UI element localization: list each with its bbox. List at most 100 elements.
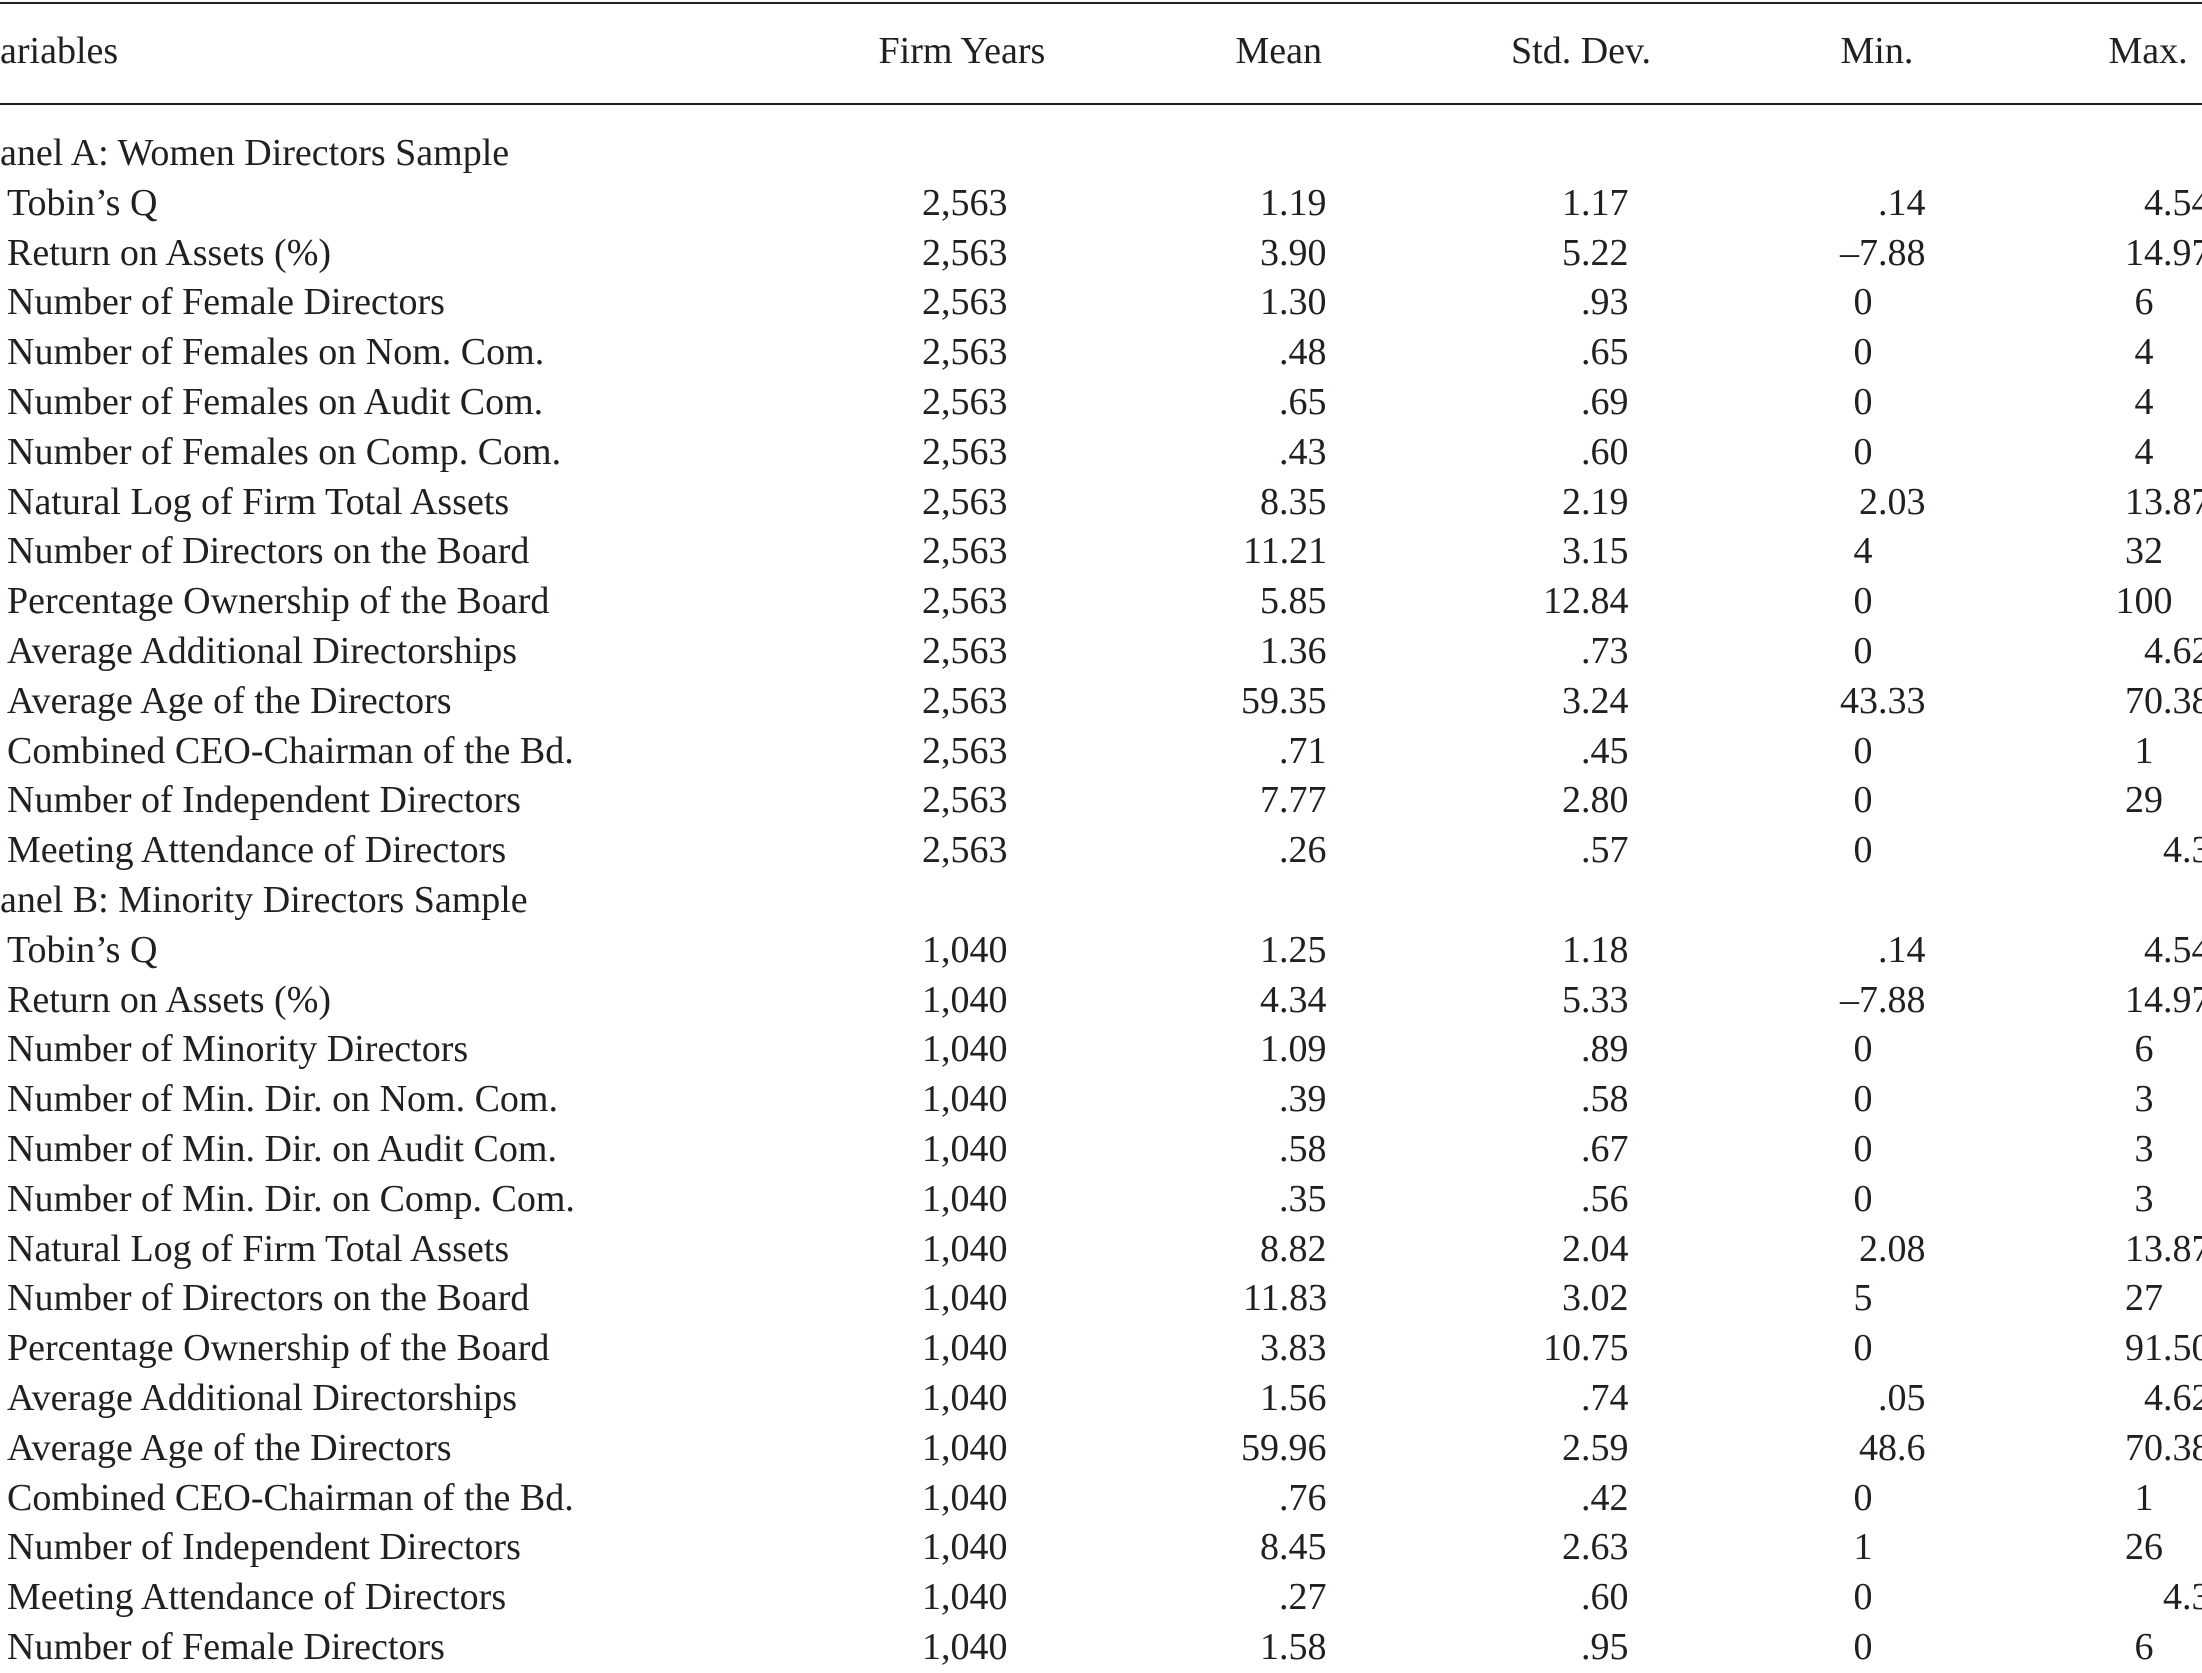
cell: 1,040 bbox=[922, 1626, 1008, 1668]
cell: 10.75 bbox=[1543, 1327, 1629, 1370]
cell: 91.50 bbox=[2125, 1327, 2202, 1370]
column-header: ariables bbox=[0, 30, 119, 72]
cell: 1,040 bbox=[922, 1327, 1008, 1370]
row-label: Meeting Attendance of Directors bbox=[7, 829, 507, 872]
cell: –7.88 bbox=[1840, 978, 1926, 1021]
row-label: Return on Assets (%) bbox=[7, 231, 332, 274]
cell: 1,040 bbox=[922, 1078, 1008, 1121]
row-label: Meeting Attendance of Directors bbox=[7, 1576, 507, 1619]
row-label: Tobin’s Q bbox=[7, 181, 158, 224]
cell: 1.58 bbox=[1260, 1626, 1327, 1668]
cell: 8.82 bbox=[1260, 1227, 1327, 1270]
cell: 2,563 bbox=[922, 729, 1008, 772]
cell: .57 bbox=[1581, 829, 1629, 872]
cell: 70.38 bbox=[2125, 679, 2202, 722]
cell: 2,563 bbox=[922, 331, 1008, 374]
cell: 4.54 bbox=[2144, 181, 2202, 224]
cell: 1,040 bbox=[922, 1177, 1008, 1220]
cell: 1.18 bbox=[1562, 928, 1629, 971]
cell: 2,563 bbox=[922, 779, 1008, 822]
row-label: Natural Log of Firm Total Assets bbox=[7, 480, 510, 523]
cell: 1,040 bbox=[922, 1426, 1008, 1469]
cell: 1 bbox=[2134, 729, 2154, 772]
cell: 2,563 bbox=[922, 530, 1008, 573]
cell: 4 bbox=[2134, 430, 2154, 473]
cell: 0 bbox=[1853, 1626, 1873, 1668]
cell: 13.87 bbox=[2125, 1227, 2202, 1270]
cell: 59.96 bbox=[1241, 1426, 1327, 1469]
cell: 4.3 bbox=[2163, 1576, 2202, 1619]
cell: 3.02 bbox=[1562, 1277, 1629, 1320]
cell: 0 bbox=[1853, 430, 1873, 473]
cell: 1,040 bbox=[922, 1128, 1008, 1170]
cell: 4.3 bbox=[2163, 829, 2202, 872]
cell: 2.03 bbox=[1859, 480, 1926, 523]
cell: .60 bbox=[1581, 430, 1629, 473]
row-label: Natural Log of Firm Total Assets bbox=[7, 1227, 510, 1270]
cell: 8.35 bbox=[1260, 480, 1327, 523]
cell: 1.25 bbox=[1260, 928, 1327, 971]
row-label: Number of Min. Dir. on Audit Com. bbox=[7, 1128, 557, 1170]
cell: 1,040 bbox=[922, 978, 1008, 1021]
row-label: Average Age of the Directors bbox=[7, 679, 452, 722]
cell: 6 bbox=[2134, 1028, 2154, 1071]
cell: 0 bbox=[1853, 630, 1873, 672]
row-label: Number of Directors on the Board bbox=[7, 530, 530, 573]
cell: 1.17 bbox=[1562, 181, 1629, 224]
cell: 2,563 bbox=[922, 430, 1008, 473]
cell: 0 bbox=[1853, 1576, 1873, 1619]
cell: 1.56 bbox=[1260, 1377, 1327, 1419]
top-rule bbox=[0, 2, 2202, 4]
cell: .43 bbox=[1279, 430, 1327, 473]
cell: 32 bbox=[2125, 530, 2163, 573]
cell: 12.84 bbox=[1543, 580, 1629, 623]
cell: 14.97 bbox=[2125, 978, 2202, 1021]
cell: .65 bbox=[1581, 331, 1629, 374]
cell: 0 bbox=[1853, 1327, 1873, 1370]
header-rule bbox=[0, 103, 2202, 105]
cell: 2,563 bbox=[922, 480, 1008, 523]
row-label: Tobin’s Q bbox=[7, 928, 158, 971]
cell: 0 bbox=[1853, 1078, 1873, 1121]
cell: 11.21 bbox=[1243, 530, 1328, 573]
row-label: Number of Females on Comp. Com. bbox=[7, 430, 562, 473]
row-label: Number of Directors on the Board bbox=[7, 1277, 530, 1320]
row-label: Average Additional Directorships bbox=[7, 630, 518, 672]
cell: 0 bbox=[1853, 331, 1873, 374]
cell: 6 bbox=[2134, 281, 2154, 324]
cell: .89 bbox=[1581, 1028, 1629, 1071]
cell: .58 bbox=[1581, 1078, 1629, 1121]
row-label: Average Additional Directorships bbox=[7, 1377, 518, 1419]
cell: .56 bbox=[1581, 1177, 1629, 1220]
cell: 1,040 bbox=[922, 928, 1008, 971]
row-label: Number of Females on Audit Com. bbox=[7, 381, 544, 423]
cell: 1,040 bbox=[922, 1476, 1008, 1519]
cell: .26 bbox=[1279, 829, 1327, 872]
row-label: Number of Independent Directors bbox=[7, 1526, 521, 1569]
cell: .05 bbox=[1878, 1377, 1926, 1419]
cell: 2,563 bbox=[922, 829, 1008, 872]
cell: 3.24 bbox=[1562, 679, 1629, 722]
row-label: Return on Assets (%) bbox=[7, 978, 332, 1021]
panel-title: anel A: Women Directors Sample bbox=[0, 132, 510, 174]
cell: .35 bbox=[1279, 1177, 1327, 1220]
cell: 1.36 bbox=[1260, 630, 1327, 672]
cell: 5.22 bbox=[1562, 231, 1629, 274]
cell: .14 bbox=[1878, 928, 1926, 971]
row-label: Number of Female Directors bbox=[7, 1626, 445, 1668]
cell: 1,040 bbox=[922, 1377, 1008, 1419]
row-label: Combined CEO-Chairman of the Bd. bbox=[7, 729, 574, 772]
cell: 0 bbox=[1853, 580, 1873, 623]
cell: 3 bbox=[2134, 1078, 2154, 1121]
cell: 2,563 bbox=[922, 630, 1008, 672]
cell: 5.33 bbox=[1562, 978, 1629, 1021]
cell: 14.97 bbox=[2125, 231, 2202, 274]
cell: 1.30 bbox=[1260, 281, 1327, 324]
cell: 1,040 bbox=[922, 1576, 1008, 1619]
cell: 1,040 bbox=[922, 1277, 1008, 1320]
row-label: Number of Min. Dir. on Comp. Com. bbox=[7, 1177, 575, 1220]
cell: .42 bbox=[1581, 1476, 1629, 1519]
row-label: Number of Minority Directors bbox=[7, 1028, 469, 1071]
panel-title: anel B: Minority Directors Sample bbox=[0, 879, 528, 921]
cell: 2,563 bbox=[922, 231, 1008, 274]
